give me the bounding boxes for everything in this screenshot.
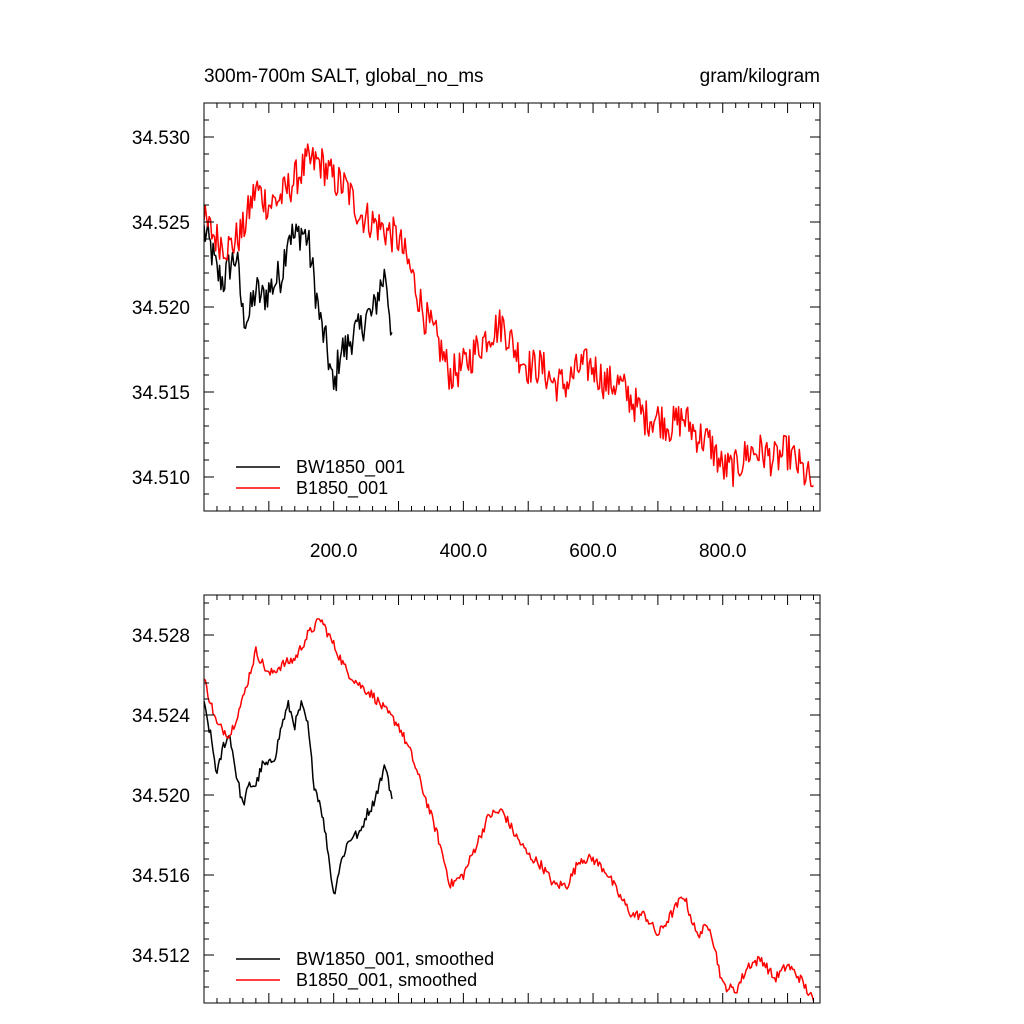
series-group [204, 618, 815, 1002]
legend-label: BW1850_001 [296, 457, 405, 478]
x-tick-label: 800.0 [699, 541, 747, 562]
legend-label: B1850_001 [296, 478, 388, 499]
units-label: gram/kilogram [700, 66, 820, 87]
top-panel: 200.0 400.0 600.0 800.0 34.510 34.515 34.520 34… [132, 102, 821, 562]
series-line-b1850 [204, 618, 815, 1002]
y-tick-label: 34.516 [132, 866, 190, 887]
legend-label: B1850_001, smoothed [296, 970, 477, 991]
y-tick-label: 34.524 [132, 706, 191, 727]
series-group [204, 143, 814, 488]
y-tick-label: 34.525 [132, 213, 190, 234]
plot-frame [203, 594, 821, 1004]
y-tick-label: 34.520 [132, 786, 190, 807]
y-tick-label: 34.520 [132, 298, 190, 319]
x-tick-label: 400.0 [440, 541, 488, 562]
y-tick-label: 34.530 [132, 128, 190, 149]
y-tick-label: 34.528 [132, 626, 190, 647]
x-tick-label: 200.0 [310, 541, 358, 562]
y-tick-label: 34.510 [132, 468, 190, 489]
series-line-b1850 [204, 143, 814, 488]
y-tick-label: 34.512 [132, 946, 190, 967]
series-line-bw1850 [204, 221, 393, 392]
y-tick-label: 34.515 [132, 383, 190, 404]
bottom-panel: 34.512 34.516 34.520 34.524 34.528 BW1850_001… [132, 594, 821, 1004]
chart-title: 300m-700m SALT, global_no_ms [204, 66, 484, 87]
series-line-bw1850 [204, 699, 393, 895]
x-tick-label: 600.0 [569, 541, 617, 562]
legend-label: BW1850_001, smoothed [296, 949, 494, 970]
